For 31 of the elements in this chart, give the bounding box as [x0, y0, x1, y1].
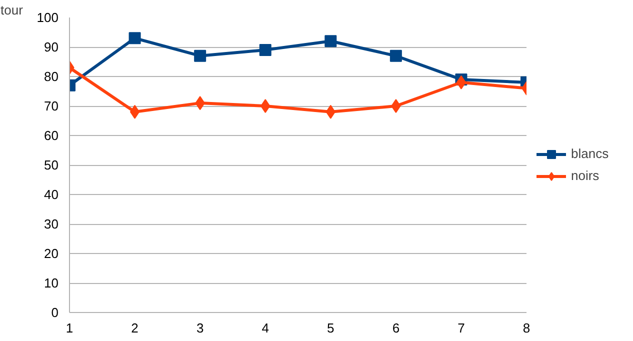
y-tick-label: 70 [44, 98, 59, 114]
point [324, 35, 337, 48]
x-tick-label: 7 [458, 320, 465, 336]
x-tick-label: 2 [131, 320, 138, 336]
point [259, 44, 272, 56]
legend-label: noirs [571, 168, 600, 183]
y-tick-label: 50 [44, 158, 59, 172]
x-tick-label: 1 [66, 320, 74, 336]
y-tick-label: 20 [44, 246, 59, 261]
y-axis-title: tour [0, 2, 24, 18]
point [194, 50, 206, 62]
y-tick-label: 40 [44, 187, 59, 202]
y-tick-label: 100 [36, 10, 59, 25]
x-tick-label: 6 [392, 320, 400, 336]
x-tick-label: 3 [196, 320, 204, 336]
y-tick-label: 80 [44, 69, 59, 84]
point [390, 50, 402, 62]
x-tick-label: 4 [262, 320, 269, 336]
y-tick-label: 30 [44, 216, 59, 232]
point [128, 32, 141, 44]
point [130, 104, 140, 119]
y-tick-label: 0 [51, 305, 59, 320]
y-tick-label: 10 [44, 276, 59, 290]
y-tick-label: 90 [44, 40, 59, 54]
x-tick-label: 5 [327, 320, 334, 336]
point [456, 75, 466, 90]
x-tick-label: 8 [522, 320, 530, 336]
point [260, 99, 270, 113]
point [391, 99, 401, 113]
y-tick-label: 60 [44, 128, 59, 143]
legend-label: blancs [571, 146, 609, 161]
